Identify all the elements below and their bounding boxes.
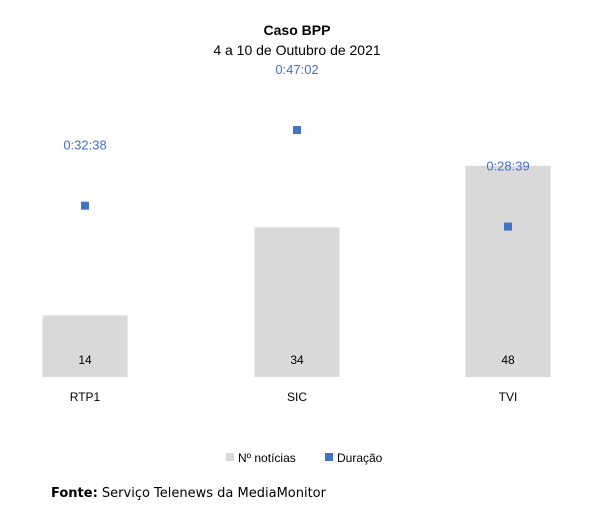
legend-swatch-duracao: [325, 453, 333, 461]
plot-area: 14 0:32:38 RTP1 34 0:47:02 SIC 48 0:28:39 TVI: [42, 62, 551, 404]
legend-swatch-noticias: [226, 453, 234, 461]
legend: Nº notícias Duração: [226, 451, 383, 465]
duration-label-sic: 0:47:02: [275, 62, 318, 77]
bar-value-label-rtp1: 14: [78, 353, 92, 367]
chart-subtitle: 4 a 10 de Outubro de 2021: [213, 42, 381, 58]
duration-label-tvi: 0:28:39: [486, 159, 529, 174]
legend-label-duracao: Duração: [337, 451, 383, 465]
category-label-sic: SIC: [287, 390, 307, 404]
duration-marker-sic: [293, 126, 301, 135]
source-label: Fonte:: [51, 486, 98, 501]
source-note: Fonte: Serviço Telenews da MediaMonitor: [51, 486, 326, 501]
bar-sic: [254, 227, 340, 377]
bar-rtp1: [42, 315, 128, 377]
duration-marker-tvi: [504, 222, 512, 231]
chart-title: Caso BPP: [264, 22, 331, 38]
duration-label-rtp1: 0:32:38: [63, 138, 106, 153]
bar-value-label-tvi: 48: [501, 353, 515, 367]
bar-tvi: [465, 165, 551, 377]
chart-canvas: Caso BPP 4 a 10 de Outubro de 2021 14 0:3…: [42, 22, 551, 465]
category-label-tvi: TVI: [499, 390, 518, 404]
bar-value-label-sic: 34: [290, 353, 304, 367]
legend-label-noticias: Nº notícias: [238, 451, 296, 465]
source-text: Serviço Telenews da MediaMonitor: [101, 486, 326, 501]
category-label-rtp1: RTP1: [70, 390, 101, 404]
duration-marker-rtp1: [81, 201, 89, 210]
